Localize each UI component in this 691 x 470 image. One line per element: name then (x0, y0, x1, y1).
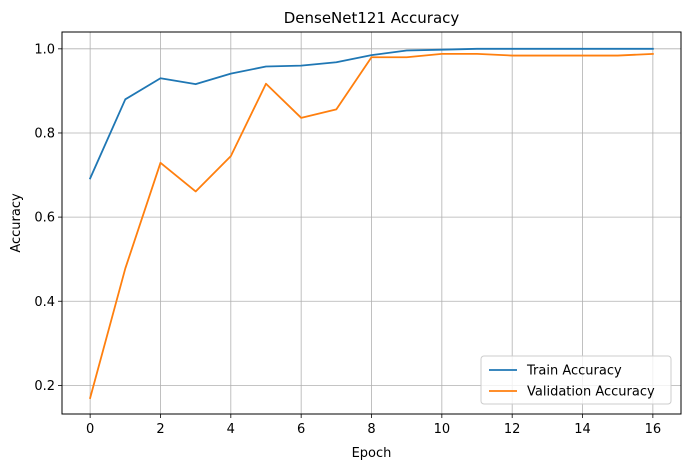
y-tick-label: 0.4 (34, 295, 55, 310)
validation-accuracy-line (89, 52, 654, 400)
x-tick-label: 10 (434, 422, 451, 437)
chart-title: DenseNet121 Accuracy (284, 9, 460, 27)
y-tick-label: 0.8 (34, 126, 55, 141)
x-tick-label: 12 (504, 422, 521, 437)
y-axis-label: Accuracy (9, 193, 24, 253)
x-tick-label: 2 (156, 422, 164, 437)
axis-ticks: 0 2 4 6 8 10 12 14 16 0.2 0.4 0.6 0.8 1.0 (34, 42, 661, 437)
legend-label: Validation Accuracy (527, 385, 655, 400)
legend: Train Accuracy Validation Accuracy (480, 355, 672, 405)
y-tick-label: 1.0 (34, 42, 55, 57)
legend-box (480, 355, 672, 405)
series-lines (88, 47, 654, 400)
x-tick-label: 16 (645, 422, 662, 437)
x-axis-label: Epoch (352, 446, 392, 461)
legend-label: Train Accuracy (526, 364, 622, 379)
x-tick-label: 4 (227, 422, 235, 437)
x-tick-label: 8 (367, 422, 375, 437)
x-tick-label: 14 (574, 422, 591, 437)
y-tick-label: 0.6 (34, 211, 55, 226)
train-accuracy-line (88, 47, 654, 180)
y-tick-label: 0.2 (34, 379, 55, 394)
x-tick-label: 6 (297, 422, 305, 437)
x-tick-label: 0 (86, 422, 94, 437)
